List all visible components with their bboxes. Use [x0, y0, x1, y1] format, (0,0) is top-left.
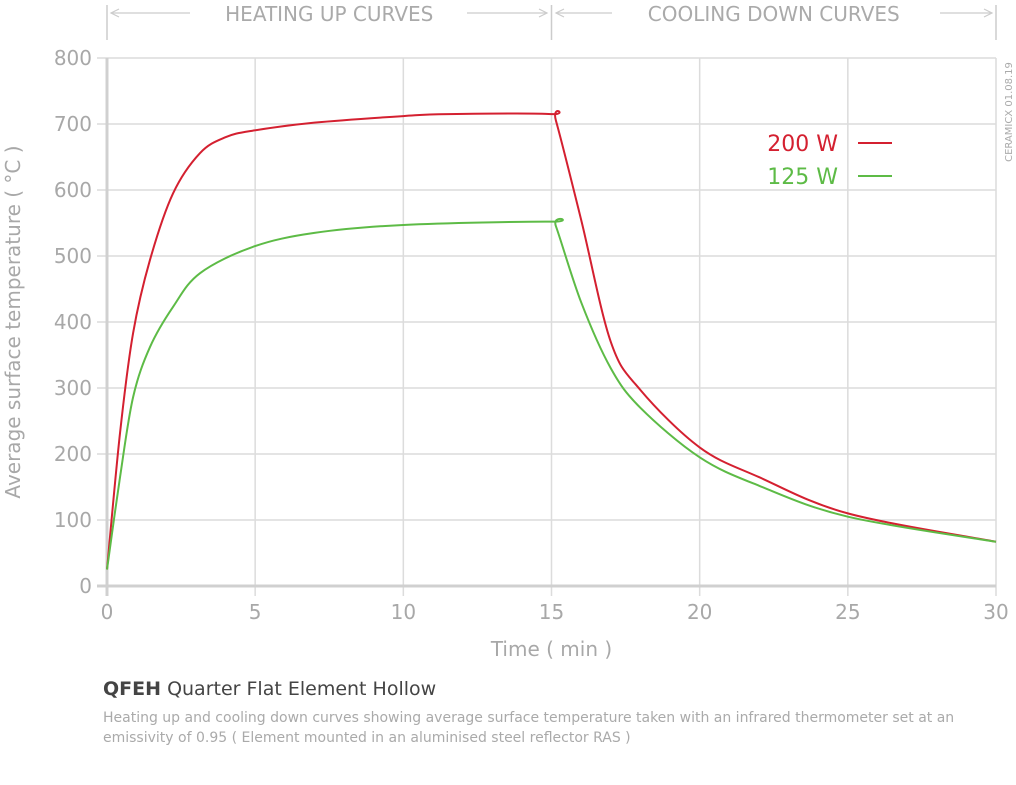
y-tick-label: 100 [54, 508, 92, 532]
y-tick-label: 200 [54, 442, 92, 466]
x-tick-label: 25 [835, 600, 860, 624]
y-tick-label: 500 [54, 244, 92, 268]
series-line-200w [106, 110, 997, 570]
caption-description: Heating up and cooling down curves showi… [103, 710, 955, 746]
arrow-right-icon-head [538, 8, 549, 18]
x-tick-label: 10 [391, 600, 416, 624]
heating-section-label: HEATING UP CURVES [225, 2, 433, 26]
product-name: Quarter Flat Element Hollow [167, 678, 437, 700]
arrow-left-icon-head [554, 8, 565, 18]
x-tick-label: 5 [249, 600, 262, 624]
x-tick-label: 30 [983, 600, 1008, 624]
caption-title: QFEH Quarter Flat Element Hollow [103, 678, 1013, 700]
y-tick-label: 600 [54, 178, 92, 202]
x-tick-label: 20 [687, 600, 712, 624]
legend-label: 200 W [767, 132, 838, 157]
y-tick-label: 0 [79, 574, 92, 598]
x-axis-label: Time ( min ) [490, 637, 612, 661]
y-tick-label: 400 [54, 310, 92, 334]
cooling-section-label: COOLING DOWN CURVES [648, 2, 900, 26]
y-tick-label: 300 [54, 376, 92, 400]
temperature-chart: 0 100 200 300 400 500 600 700 800 0 5 10 15 20 25 30 Tim… [1, 2, 1015, 661]
watermark: CERAMICX 01.08.19 [1004, 62, 1015, 162]
y-axis-label: Average surface temperature ( °C ) [1, 145, 25, 498]
series-line-125w [106, 217, 997, 570]
x-tick-label: 15 [539, 600, 564, 624]
x-tick-label: 0 [101, 600, 114, 624]
y-tick-label: 700 [54, 112, 92, 136]
arrow-right-icon-head [983, 8, 994, 18]
legend-label: 125 W [767, 165, 838, 190]
arrow-left-icon-head [109, 8, 120, 18]
product-code: QFEH [103, 678, 162, 700]
y-tick-label: 800 [54, 46, 92, 70]
caption: QFEH Quarter Flat Element Hollow Heating… [103, 678, 1013, 748]
